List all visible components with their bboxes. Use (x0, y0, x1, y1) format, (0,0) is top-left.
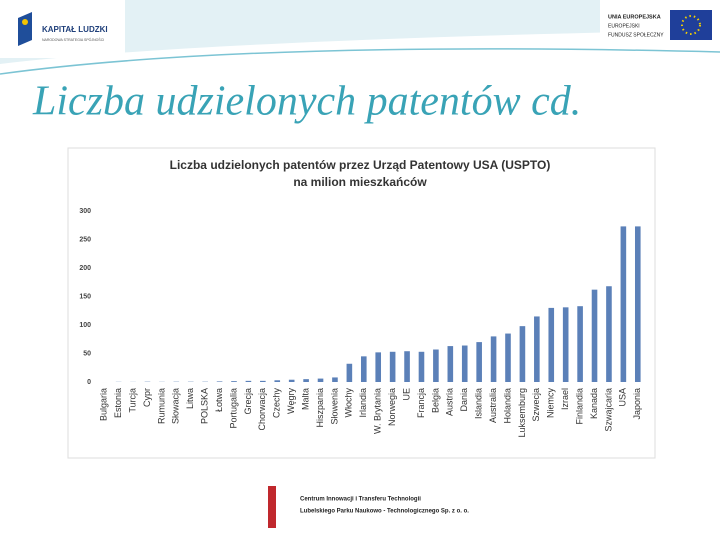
bar (332, 377, 338, 382)
x-tick-label: Węgry (286, 388, 296, 415)
bar (491, 336, 497, 382)
x-tick-label: Islandia (474, 388, 484, 419)
bar (260, 381, 266, 382)
bar (361, 356, 367, 382)
x-tick-label: W. Brytania (373, 388, 383, 434)
bar (289, 380, 295, 382)
x-tick-label: USA (618, 388, 628, 407)
bar (606, 286, 612, 382)
bar (635, 226, 641, 382)
left-logo-subtitle: NARODOWA STRATEGIA SPÓJNOŚCI (42, 37, 104, 42)
x-tick-label: Szwajcaria (603, 388, 613, 432)
x-tick-label: Słowacja (171, 388, 181, 424)
x-tick-label: Łotwa (214, 388, 224, 412)
footer-line: Centrum Innowacji i Transferu Technologi… (300, 497, 421, 503)
bar (520, 326, 526, 382)
bar (476, 342, 482, 382)
bar (390, 352, 396, 382)
bar (621, 226, 627, 382)
chart-subtitle: na milion mieszkańców (293, 175, 427, 189)
x-tick-label: Kanada (589, 388, 599, 419)
x-tick-label: Austria (445, 388, 455, 416)
x-tick-label: Norwegia (387, 388, 397, 426)
x-tick-label: Turcja (127, 388, 137, 413)
footer-logo-icon (268, 486, 276, 528)
bar (274, 380, 280, 382)
y-tick-label: 50 (83, 350, 91, 357)
y-tick-label: 0 (87, 379, 91, 386)
x-tick-label: Japonia (632, 388, 642, 420)
x-tick-label: Belgia (430, 388, 440, 413)
x-tick-label: Czechy (272, 388, 282, 419)
bar (404, 351, 410, 382)
bar (433, 350, 439, 382)
bar (217, 381, 223, 382)
x-tick-label: Chorwacja (257, 388, 267, 431)
slide-title: Liczba udzielonych patentów cd. (32, 79, 581, 125)
y-tick-label: 100 (79, 322, 91, 329)
bar (419, 352, 425, 382)
x-tick-label: Portugalia (228, 388, 238, 429)
x-tick-label: Włochy (344, 388, 354, 418)
x-tick-label: Cypr (142, 388, 152, 407)
x-tick-label: Malta (300, 388, 310, 410)
bar (375, 352, 381, 382)
x-tick-label: Irlandia (358, 388, 368, 418)
left-logo-star (22, 19, 28, 25)
y-tick-label: 150 (79, 293, 91, 300)
x-tick-label: Estonia (113, 388, 123, 418)
x-tick-label: Rumunia (156, 388, 166, 424)
x-tick-label: Szwecja (531, 388, 541, 422)
x-tick-label: UE (401, 388, 411, 401)
x-tick-label: Holandia (502, 388, 512, 424)
y-tick-label: 300 (79, 208, 91, 215)
x-tick-label: Grecja (243, 388, 253, 415)
bar (303, 379, 309, 382)
chart-title: Liczba udzielonych patentów przez Urząd … (170, 158, 551, 172)
right-logo-line: UNIA EUROPEJSKA (608, 14, 661, 20)
bar (318, 379, 324, 382)
footer-line: Lubelskiego Parku Naukowo - Technologicz… (300, 509, 469, 515)
x-tick-label: Izrael (560, 388, 570, 410)
x-tick-label: Dania (459, 388, 469, 412)
bar (231, 381, 237, 382)
x-tick-label: Finlandia (574, 388, 584, 425)
bar (592, 290, 598, 382)
bar (347, 364, 353, 382)
eu-flag (670, 10, 712, 40)
bar (505, 334, 511, 382)
bar (246, 381, 252, 382)
bar (577, 306, 583, 382)
bar (448, 346, 454, 382)
x-tick-label: Niemcy (546, 388, 556, 419)
y-tick-label: 250 (79, 236, 91, 243)
x-tick-label: POLSKA (200, 388, 210, 424)
bar (548, 308, 554, 382)
x-tick-label: Bulgaria (99, 388, 109, 421)
left-logo-title: KAPITAŁ LUDZKI (42, 25, 108, 34)
x-tick-label: Luksemburg (517, 388, 527, 438)
x-tick-label: Francja (416, 388, 426, 418)
x-tick-label: Litwa (185, 388, 195, 409)
bar (563, 307, 569, 382)
x-tick-label: Słowenia (329, 388, 339, 425)
right-logo-line: FUNDUSZ SPOŁECZNY (608, 32, 664, 38)
right-logo-line: EUROPEJSKI (608, 23, 640, 29)
x-tick-label: Hiszpania (315, 388, 325, 428)
x-tick-label: Australia (488, 388, 498, 423)
bar (534, 316, 540, 382)
bar (462, 346, 468, 382)
y-tick-label: 200 (79, 265, 91, 272)
